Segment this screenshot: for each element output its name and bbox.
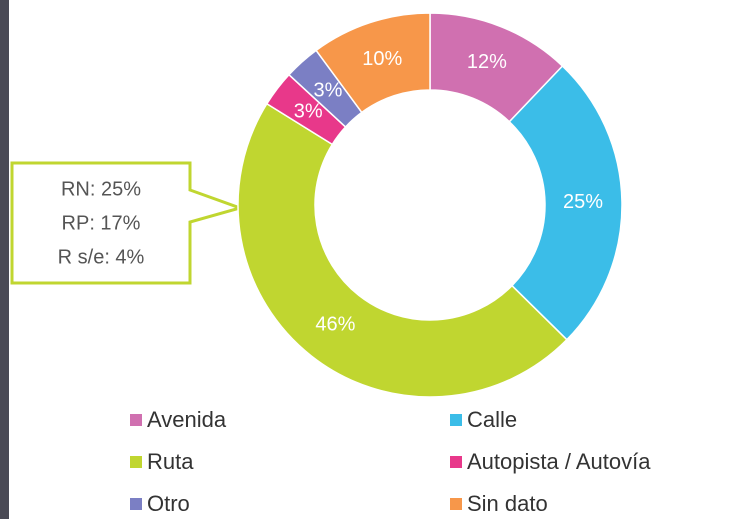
legend-swatch xyxy=(450,456,462,468)
legend-swatch xyxy=(450,414,462,426)
legend-swatch xyxy=(130,414,142,426)
slice xyxy=(237,102,568,398)
value-label: 10% xyxy=(362,48,402,70)
legend-label: Autopista / Autovía xyxy=(467,449,651,474)
legend-label: Otro xyxy=(147,491,190,516)
annotation: R s/e: 4% xyxy=(58,246,145,268)
legend-swatch xyxy=(130,498,142,510)
slice xyxy=(315,12,431,114)
value-label: 3% xyxy=(294,101,323,123)
legend-swatch xyxy=(450,498,462,510)
legend-label: Calle xyxy=(467,407,517,432)
side-bar xyxy=(0,0,9,519)
value-label: 12% xyxy=(467,51,507,73)
value-label: 46% xyxy=(315,314,355,336)
annotation: RN: 25% xyxy=(61,178,141,200)
callout-box xyxy=(10,161,245,285)
value-label: 3% xyxy=(314,79,343,101)
annotation: RP: 17% xyxy=(62,212,141,234)
legend-label: Ruta xyxy=(147,449,194,474)
legend-label: Avenida xyxy=(147,407,227,432)
legend-label: Sin dato xyxy=(467,491,548,516)
slice xyxy=(508,64,623,341)
value-label: 25% xyxy=(563,191,603,213)
legend-swatch xyxy=(130,456,142,468)
